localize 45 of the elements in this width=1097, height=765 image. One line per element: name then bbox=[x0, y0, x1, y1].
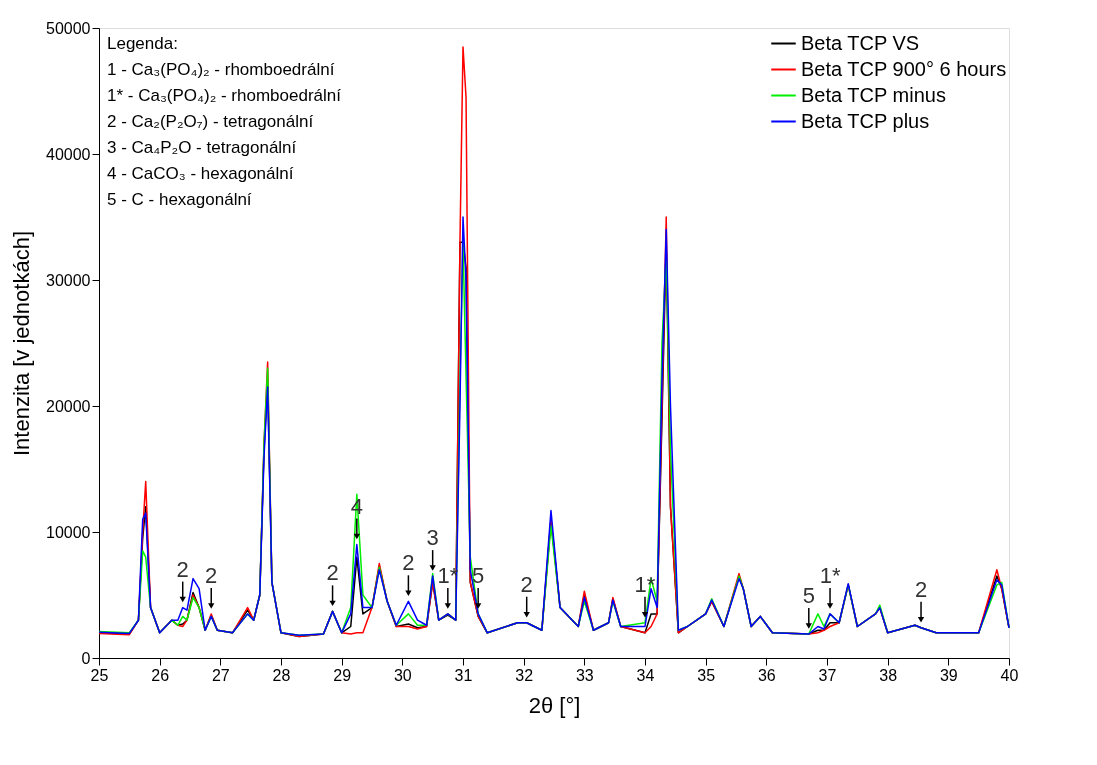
x-tick-label: 35 bbox=[697, 666, 716, 684]
x-tick-label: 26 bbox=[151, 666, 170, 684]
x-tick-label: 36 bbox=[757, 666, 776, 684]
annotation: 1 - Ca₃(PO₄)₂ - rhomboedrální bbox=[107, 60, 335, 79]
legend-label: Beta TCP minus bbox=[801, 83, 946, 106]
annotation: 3 - Ca₄P₂O - tetragonální bbox=[107, 138, 297, 157]
annotation: 2 bbox=[176, 556, 189, 582]
y-axis-title: Intenzita [v jednotkách] bbox=[9, 230, 35, 457]
annotation: 3 bbox=[426, 525, 439, 551]
annotation: 5 - C - hexagonální bbox=[107, 190, 252, 209]
annotation: 2 - Ca₂(P₂O₇) - tetragonální bbox=[107, 112, 314, 131]
x-tick-label: 38 bbox=[879, 666, 898, 684]
annotation: 1* - Ca₃(PO₄)₂ - rhomboedrální bbox=[107, 86, 342, 105]
annotation: 2 bbox=[520, 571, 533, 597]
x-tick-label: 30 bbox=[393, 666, 412, 684]
legend-label: Beta TCP plus bbox=[801, 109, 930, 132]
y-tick-label: 20000 bbox=[46, 397, 91, 415]
x-tick-label: 28 bbox=[272, 666, 291, 684]
legend-label: Beta TCP 900° 6 hours bbox=[801, 57, 1007, 80]
x-tick-label: 32 bbox=[515, 666, 534, 684]
x-tick-label: 25 bbox=[90, 666, 109, 684]
annotation: Legenda: bbox=[107, 34, 178, 53]
y-tick-label: 0 bbox=[81, 649, 91, 667]
y-tick-label: 30000 bbox=[46, 271, 91, 289]
annotation: 1* bbox=[819, 562, 841, 588]
y-tick-label: 40000 bbox=[46, 145, 91, 163]
x-tick-label: 27 bbox=[211, 666, 230, 684]
annotation: 2 bbox=[205, 562, 218, 588]
x-tick-label: 34 bbox=[636, 666, 655, 684]
x-tick-label: 33 bbox=[575, 666, 594, 684]
x-tick-label: 31 bbox=[454, 666, 473, 684]
y-tick-label: 10000 bbox=[46, 523, 91, 541]
annotation: 4 - CaCO₃ - hexagonální bbox=[107, 164, 294, 183]
annotation: 5 bbox=[472, 562, 485, 588]
annotation: 2 bbox=[402, 550, 415, 576]
annotation: 5 bbox=[802, 583, 815, 609]
annotation: 2 bbox=[914, 576, 928, 602]
x-axis-title: 2θ [°] bbox=[528, 692, 581, 718]
annotation: 2 bbox=[326, 560, 339, 586]
x-tick-label: 29 bbox=[333, 666, 352, 684]
x-tick-label: 37 bbox=[818, 666, 837, 684]
legend-label: Beta TCP VS bbox=[801, 31, 920, 54]
x-tick-label: 40 bbox=[1000, 666, 1019, 684]
x-tick-label: 39 bbox=[939, 666, 958, 684]
y-tick-label: 50000 bbox=[46, 19, 91, 37]
